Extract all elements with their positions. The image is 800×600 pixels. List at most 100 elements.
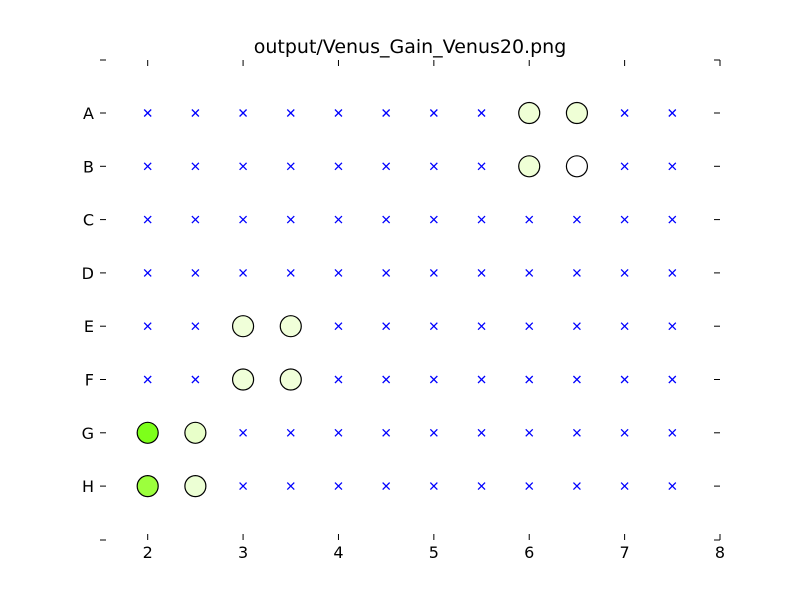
x-marker (143, 322, 152, 331)
y-tick-label: B (83, 157, 94, 176)
x-marker-stroke (286, 268, 295, 277)
x-marker-stroke (382, 428, 391, 437)
x-marker-stroke (572, 482, 581, 491)
x-marker (382, 215, 391, 224)
x-marker (620, 375, 629, 384)
x-marker (191, 162, 200, 171)
x-marker (477, 375, 486, 384)
data-circle (279, 315, 302, 338)
x-marker (239, 215, 248, 224)
x-marker (286, 215, 295, 224)
x-tick-label: 4 (333, 543, 343, 562)
chart-title: output/Venus_Gain_Venus20.png (254, 36, 567, 58)
x-marker-stroke (334, 428, 343, 437)
x-marker (620, 482, 629, 491)
x-marker (143, 162, 152, 171)
x-marker (525, 322, 534, 331)
x-marker (382, 322, 391, 331)
x-marker-stroke (143, 215, 152, 224)
x-marker (334, 322, 343, 331)
x-marker-stroke (382, 162, 391, 171)
x-marker (382, 428, 391, 437)
x-marker (572, 428, 581, 437)
x-marker-stroke (620, 375, 629, 384)
x-marker (620, 322, 629, 331)
x-marker (620, 162, 629, 171)
data-circles (136, 101, 589, 498)
x-marker-stroke (668, 215, 677, 224)
x-marker (525, 375, 534, 384)
x-marker-stroke (334, 322, 343, 331)
x-marker (477, 322, 486, 331)
x-marker (477, 215, 486, 224)
x-marker-stroke (191, 215, 200, 224)
x-marker-stroke (477, 482, 486, 491)
x-marker (334, 215, 343, 224)
x-marker (668, 162, 677, 171)
x-marker-stroke (143, 268, 152, 277)
x-marker-stroke (668, 428, 677, 437)
x-marker (239, 428, 248, 437)
x-marker-stroke (477, 428, 486, 437)
y-tick-label: C (83, 211, 94, 230)
data-circle (518, 101, 541, 125)
x-tick-label: 2 (143, 543, 153, 562)
x-marker-stroke (191, 268, 200, 277)
x-marker-stroke (477, 109, 486, 117)
x-marker-stroke (191, 375, 200, 384)
x-marker (382, 109, 391, 117)
x-marker (143, 109, 152, 117)
x-marker (620, 109, 629, 117)
x-marker-stroke (286, 482, 295, 491)
data-circle (565, 101, 589, 125)
x-marker-stroke (334, 268, 343, 277)
x-marker-stroke (334, 109, 343, 117)
x-marker-stroke (239, 428, 248, 437)
x-marker-stroke (143, 109, 152, 117)
x-marker-stroke (286, 162, 295, 171)
x-marker-stroke (525, 268, 534, 277)
x-marker (429, 215, 438, 224)
x-marker (286, 482, 295, 491)
x-marker-stroke (143, 162, 152, 171)
x-marker-stroke (382, 215, 391, 224)
x-marker (429, 162, 438, 171)
x-marker (668, 109, 677, 117)
data-circle (518, 155, 541, 178)
x-marker-stroke (286, 109, 295, 117)
x-marker-stroke (477, 322, 486, 331)
x-marker (525, 215, 534, 224)
x-marker-stroke (668, 375, 677, 384)
x-marker-stroke (525, 322, 534, 331)
x-marker-stroke (286, 215, 295, 224)
x-marker (334, 375, 343, 384)
plot-axes: 2 3 4 5 6 7 8 A B C D E F G H (82, 59, 725, 562)
x-marker-stroke (429, 322, 438, 331)
x-marker-stroke (620, 482, 629, 491)
x-marker (143, 215, 152, 224)
x-marker (191, 215, 200, 224)
x-marker-stroke (382, 268, 391, 277)
x-marker (525, 268, 534, 277)
x-marker-stroke (620, 215, 629, 224)
x-marker (334, 109, 343, 117)
x-marker (572, 375, 581, 384)
x-marker (477, 428, 486, 437)
x-marker-stroke (191, 322, 200, 331)
x-marker (477, 268, 486, 277)
x-marker (334, 482, 343, 491)
x-marker (477, 162, 486, 171)
x-marker-stroke (191, 109, 200, 117)
x-marker (191, 375, 200, 384)
x-marker (334, 428, 343, 437)
x-marker (143, 268, 152, 277)
x-marker (382, 482, 391, 491)
x-tick-label: 3 (238, 543, 248, 562)
x-marker (334, 162, 343, 171)
x-marker-stroke (429, 162, 438, 171)
x-marker (382, 268, 391, 277)
x-marker-stroke (525, 215, 534, 224)
y-tick-label: E (84, 317, 94, 336)
x-marker (429, 109, 438, 117)
x-marker (429, 268, 438, 277)
